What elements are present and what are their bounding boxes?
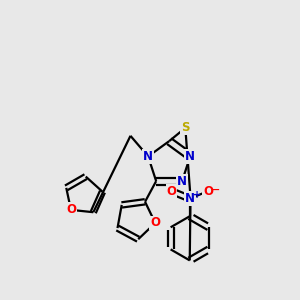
Text: +: + xyxy=(193,190,201,200)
Text: O: O xyxy=(203,185,213,198)
Text: O: O xyxy=(66,203,76,216)
Text: S: S xyxy=(181,122,190,134)
Text: −: − xyxy=(211,185,220,195)
Text: O: O xyxy=(167,185,176,198)
Text: N: N xyxy=(185,192,195,205)
Text: O: O xyxy=(150,217,160,230)
Text: N: N xyxy=(143,150,153,163)
Text: N: N xyxy=(177,175,187,188)
Text: N: N xyxy=(185,150,195,163)
